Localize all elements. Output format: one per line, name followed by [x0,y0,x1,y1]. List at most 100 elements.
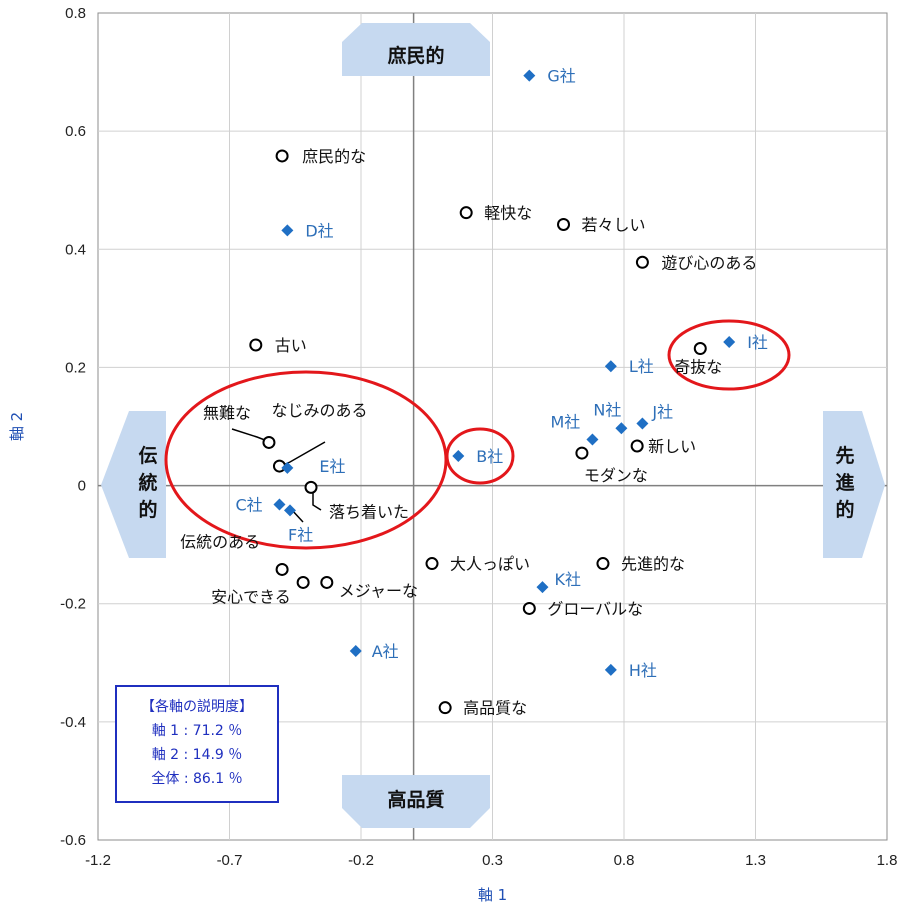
attribute-point [438,701,452,715]
attribute-point [320,575,334,589]
attribute-label: 無難な [203,403,251,422]
left-direction-label: 的 [138,498,157,521]
top-direction-label: 庶民的 [387,44,444,67]
attribute-label: なじみのある [271,401,367,420]
company-point [281,224,294,237]
left-direction-label: 伝 [138,445,157,467]
right-direction-label: 的 [835,498,854,521]
company-label: J社 [651,403,673,422]
attribute-label: 古い [275,336,307,355]
attribute-point [575,446,589,460]
x-tick-label: 0.8 [614,852,635,869]
attribute-point [630,439,644,453]
company-label: B社 [476,447,503,466]
attribute-point [596,557,610,571]
info-box-total: 全体 : 86.1 ％ [151,771,243,787]
y-tick-label: 0.4 [65,241,86,258]
company-point [604,663,617,676]
attribute-label: 先進的な [621,555,685,574]
y-tick-label: 0 [78,478,86,495]
company-label: L社 [629,357,654,376]
company-point [586,433,599,446]
company-label: E社 [319,457,345,476]
attribute-point [693,342,707,356]
y-axis-title: 軸 2 [8,412,26,441]
company-point [523,69,536,82]
right-direction-label: 先 [835,444,854,467]
attribute-point [249,338,263,352]
attribute-label: 若々しい [582,215,646,234]
attribute-label: 遊び心のある [661,253,757,272]
x-axis-title: 軸 1 [478,886,507,904]
y-tick-label: 0.8 [65,5,86,22]
attribute-label: グローバルな [547,599,643,618]
attribute-label: メジャーな [339,581,418,600]
x-tick-label: -0.7 [217,852,243,869]
y-tick-label: -0.6 [60,832,86,849]
attribute-label: 落ち着いた [329,502,409,521]
attribute-label: 伝統のある [180,532,260,551]
attribute-point [522,601,536,615]
company-label: I社 [747,333,768,352]
company-label: C社 [235,495,262,514]
attribute-point [635,255,649,269]
company-label: K社 [554,570,581,589]
company-label: H社 [629,661,657,680]
company-label: G社 [547,67,575,86]
attribute-label: モダンな [584,466,648,485]
x-tick-label: -0.2 [348,852,374,869]
y-tick-label: 0.2 [65,359,86,376]
company-point [615,422,628,435]
attribute-point [262,435,276,449]
info-box-title: 【各軸の説明度】 [141,699,253,715]
company-point [283,504,296,517]
x-tick-label: 1.3 [745,852,766,869]
info-box-axis2: 軸 2 : 14.9 ％ [151,747,243,763]
attribute-point [275,149,289,163]
bottom-arrow [342,775,490,828]
attribute-point [459,206,473,220]
attribute-label: 奇抜な [674,358,722,377]
highlight-ellipse-b [445,427,515,485]
axis-explanation-box: 【各軸の説明度】 軸 1 : 71.2 ％ 軸 2 : 14.9 ％ 全体 : … [115,685,279,803]
info-box-axis1: 軸 1 : 71.2 ％ [151,723,243,739]
attribute-point [425,557,439,571]
x-tick-label: 0.3 [482,852,503,869]
right-arrow [823,411,885,558]
company-label: M社 [550,412,580,431]
left-arrow [101,411,166,558]
company-label: D社 [305,221,333,240]
attribute-label: 軽快な [484,204,532,223]
x-tick-label: 1.8 [877,852,898,869]
attribute-label: 庶民的な [302,147,366,166]
company-point [281,461,294,474]
bottom-direction-label: 高品質 [387,788,444,811]
company-label: F社 [288,525,313,544]
company-point [723,336,736,349]
y-tick-label: 0.6 [65,123,86,140]
company-label: A社 [372,642,399,661]
highlight-ellipse-i [667,319,791,391]
y-tick-label: -0.2 [60,596,86,613]
company-point [636,417,649,430]
company-label: N社 [593,400,621,419]
y-tick-label: -0.4 [60,714,86,731]
x-tick-label: -1.2 [85,852,111,869]
attribute-label: 安心できる [211,587,291,606]
attribute-point [275,562,289,576]
company-point [536,581,549,594]
attribute-point [296,575,310,589]
leader-line [312,488,322,511]
attribute-label: 新しい [648,437,696,456]
attribute-label: 大人っぽい [450,555,530,574]
attribute-label: 高品質な [463,699,527,718]
company-point [349,644,362,657]
top-arrow [342,23,490,76]
attribute-point [557,217,571,231]
left-direction-label: 統 [138,471,157,494]
company-point [273,498,286,511]
right-direction-label: 進 [835,472,854,494]
company-point [604,360,617,373]
company-point [452,450,465,463]
attribute-point [304,480,318,494]
